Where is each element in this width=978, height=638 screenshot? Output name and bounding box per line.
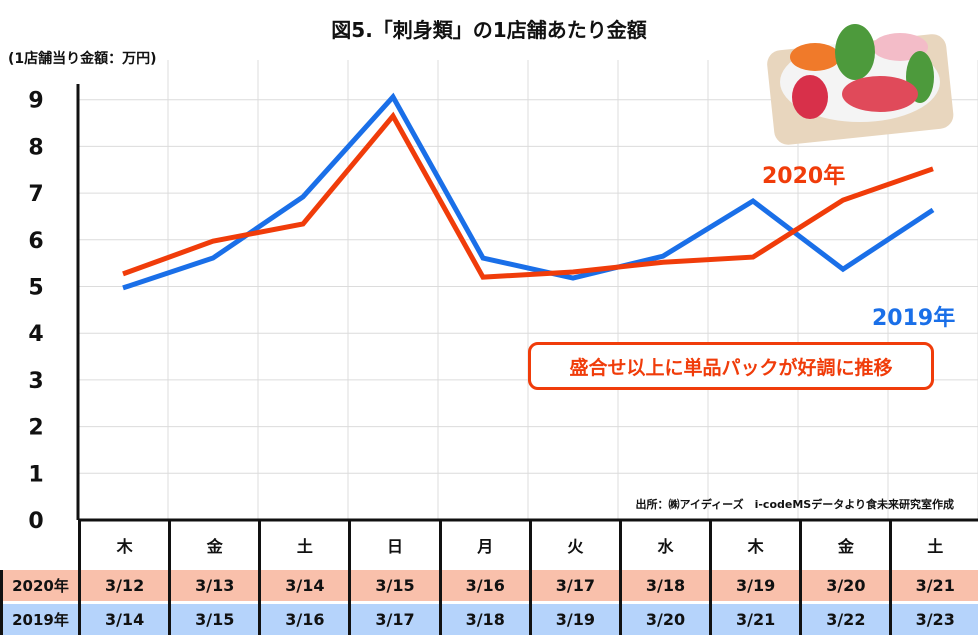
- legend-2019: 2019年: [872, 306, 956, 331]
- y-tick-label: 4: [28, 322, 43, 347]
- source-note: 出所：㈱アイディーズ i-codeMSデータより食未来研究室作成: [635, 498, 954, 511]
- weekday-cell: 土: [889, 520, 978, 570]
- date-cell: 3/23: [889, 601, 978, 635]
- weekday-cell: 土: [258, 520, 350, 570]
- date-cell: 3/15: [168, 601, 260, 635]
- y-ticks: 0 1 2 3 4 5 6 7 8 9: [28, 89, 43, 534]
- y-tick-label: 6: [28, 229, 43, 254]
- date-cell: 3/15: [348, 570, 441, 603]
- date-cell: 3/14: [258, 570, 350, 603]
- date-cell: 3/16: [438, 570, 531, 603]
- annotation-callout: 盛合せ以上に単品パックが好調に推移: [528, 342, 934, 390]
- y-axis-label: (1店舗当り金額：万円): [8, 51, 157, 67]
- weekday-row: 木金土日月火水木金土: [2, 520, 978, 570]
- chart-title: 図5.「刺身類」の1店舗あたり金額: [331, 18, 647, 42]
- series-line-2019年: [122, 92, 935, 291]
- date-cell: 3/20: [618, 601, 711, 635]
- weekday-cell: 火: [528, 520, 621, 570]
- y-tick-label: 7: [28, 182, 43, 207]
- date-cell: 3/17: [348, 601, 441, 635]
- date-cell: 3/19: [528, 601, 621, 635]
- weekday-cell: 水: [618, 520, 711, 570]
- date-cell: 3/21: [889, 570, 978, 603]
- y-tick-label: 1: [28, 462, 43, 487]
- date-cell: 3/18: [618, 570, 711, 603]
- series-line-2020年: [122, 111, 934, 280]
- sashimi-illustration: [767, 24, 954, 145]
- date-cell: 3/16: [258, 601, 350, 635]
- weekday-cell: 木: [77, 520, 170, 570]
- date-cell: 3/22: [799, 601, 891, 635]
- weekday-cell: 日: [348, 520, 441, 570]
- y-tick-label: 2: [28, 416, 43, 441]
- date-table: 木金土日月火水木金土 2020年 3/12 3/13 3/14 3/15 3/16 3/17…: [0, 520, 978, 635]
- y-tick-label: 3: [28, 369, 43, 394]
- blank-cell: [2, 520, 80, 570]
- y-tick-label: 9: [28, 89, 43, 114]
- date-cell: 3/17: [528, 570, 621, 603]
- legend-2020: 2020年: [762, 164, 846, 189]
- row-label-2019: 2019年: [0, 601, 80, 635]
- y-tick-label: 0: [28, 509, 43, 534]
- weekday-cell: 月: [438, 520, 531, 570]
- date-cell: 3/13: [168, 570, 260, 603]
- date-cell: 3/21: [709, 601, 801, 635]
- series-lines: [122, 92, 935, 291]
- weekday-cell: 木: [709, 520, 801, 570]
- dates-2020-row: 2020年 3/12 3/13 3/14 3/15 3/16 3/17 3/18 3/19 3/2…: [0, 570, 978, 603]
- date-cell: 3/19: [709, 570, 801, 603]
- date-cell: 3/14: [77, 601, 170, 635]
- date-cell: 3/12: [77, 570, 170, 603]
- date-cell: 3/18: [438, 601, 531, 635]
- weekday-cell: 金: [799, 520, 891, 570]
- y-tick-label: 5: [28, 276, 43, 301]
- y-tick-label: 8: [28, 135, 43, 160]
- row-label-2020: 2020年: [0, 570, 80, 603]
- date-cell: 3/20: [799, 570, 891, 603]
- weekday-cell: 金: [168, 520, 260, 570]
- dates-2019-row: 2019年 3/14 3/15 3/16 3/17 3/18 3/19 3/20 3/21 3/2…: [0, 601, 978, 635]
